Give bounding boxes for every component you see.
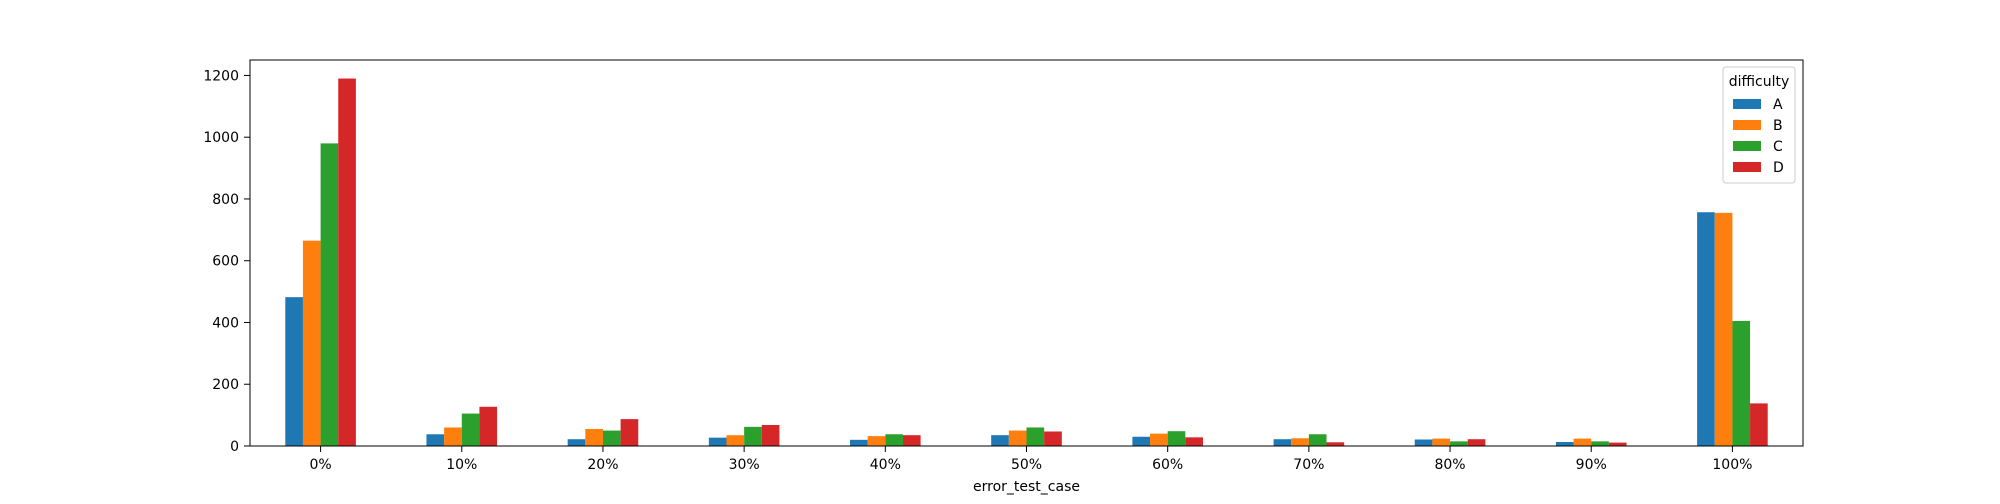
x-tick-label: 10% [446,457,477,473]
bar-C-80% [1450,441,1468,446]
bar-C-90% [1591,441,1609,446]
bar-D-30% [761,425,780,446]
bar-A-70% [1273,439,1292,446]
x-axis-label: error_test_case [973,479,1080,495]
bar-D-60% [1185,437,1203,446]
legend-title: difficulty [1729,74,1790,90]
legend-label-B: B [1773,118,1783,134]
bar-D-20% [620,419,639,446]
x-tick-label: 100% [1712,457,1752,473]
y-tick-label: 200 [212,377,239,393]
x-tick-label: 60% [1152,457,1183,473]
bar-A-40% [850,439,868,446]
plot-frame [249,59,1804,447]
legend-swatch-B [1733,120,1761,130]
legend-swatch-C [1733,141,1761,151]
x-tick-label: 50% [1011,457,1042,473]
bar-D-90% [1608,442,1627,446]
bar-A-20% [567,439,586,446]
legend-label-D: D [1773,160,1784,176]
legend-label-A: A [1773,97,1783,113]
bar-B-70% [1291,438,1309,446]
y-tick-label: 1000 [203,130,239,146]
x-tick-label: 70% [1293,457,1324,473]
bar-A-90% [1555,441,1574,446]
bar-A-10% [426,434,445,446]
x-tick-label: 30% [729,457,760,473]
bar-A-60% [1132,436,1151,446]
bar-D-0% [338,78,356,446]
legend-label-C: C [1773,139,1783,155]
bar-C-40% [885,434,903,446]
bar-C-20% [602,430,621,446]
bar-C-70% [1308,434,1327,446]
axes-layer: 0 200 400 600 800 1000 1200 0% 10% 20% 30% 40% 50% 60… [203,59,1804,495]
y-tick-label: 600 [212,254,239,270]
bar-D-10% [479,406,498,446]
bar-B-30% [726,435,745,446]
bar-C-60% [1167,431,1186,446]
bar-B-90% [1573,438,1592,446]
bars-layer [285,78,1768,446]
bar-A-80% [1414,439,1433,446]
bar-C-30% [744,426,762,446]
bar-B-0% [302,240,321,446]
bar-D-50% [1044,431,1062,446]
x-tick-label: 90% [1576,457,1607,473]
bar-C-50% [1026,427,1045,446]
bar-B-50% [1008,430,1027,446]
y-tick-label: 400 [212,315,239,331]
x-tick-label: 0% [309,457,331,473]
y-tick-label: 800 [212,192,239,208]
bar-D-70% [1326,442,1345,446]
bar-B-100% [1714,212,1733,446]
bar-B-20% [585,429,603,446]
bar-A-0% [285,297,303,446]
bar-D-100% [1750,403,1768,446]
bar-C-10% [461,413,480,446]
bar-A-50% [991,435,1009,446]
x-tick-label: 40% [870,457,901,473]
y-tick-label: 1200 [203,68,239,84]
bar-B-10% [444,427,462,446]
bar-B-40% [867,436,886,446]
bar-C-100% [1732,320,1751,446]
bar-B-80% [1432,438,1451,446]
bar-D-40% [902,435,921,446]
bar-C-0% [320,143,339,446]
bar-D-80% [1467,439,1486,446]
bar-A-100% [1697,212,1715,446]
bar-B-60% [1150,433,1168,446]
legend-swatch-D [1733,162,1761,172]
bar-A-30% [708,437,727,446]
y-tick-label: 0 [230,439,239,455]
x-tick-label: 80% [1434,457,1465,473]
legend-swatch-A [1733,99,1761,109]
x-tick-label: 20% [587,457,618,473]
